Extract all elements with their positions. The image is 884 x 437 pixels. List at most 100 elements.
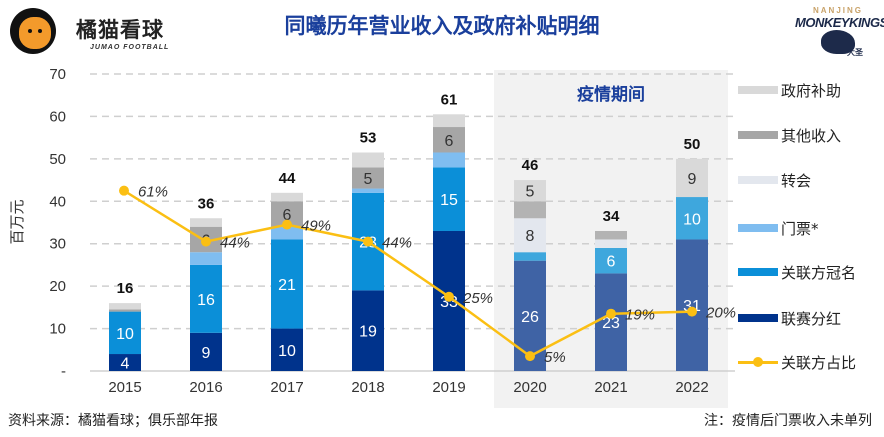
ratio-label: 19% bbox=[625, 307, 655, 324]
bar-segment-transfer bbox=[595, 239, 627, 248]
ratio-label: 5% bbox=[544, 349, 566, 366]
bar-total-label: 46 bbox=[522, 157, 539, 174]
x-tick-label: 2018 bbox=[351, 379, 384, 396]
y-tick-label: 60 bbox=[49, 108, 66, 125]
y-tick-label: 40 bbox=[49, 193, 66, 210]
bar-segment-label: 9 bbox=[202, 345, 211, 362]
legend-swatch bbox=[738, 176, 778, 184]
legend-item-gov: 政府补助 bbox=[738, 78, 841, 102]
legend-label: 其他收入 bbox=[781, 126, 842, 145]
ratio-point bbox=[444, 291, 454, 302]
y-tick-label: 10 bbox=[49, 321, 66, 338]
x-tick-label: 2017 bbox=[270, 379, 303, 396]
bar-segment-label: 6 bbox=[445, 133, 454, 150]
bar-segment-gov bbox=[676, 158, 708, 198]
bar-segment-label: 6 bbox=[607, 254, 616, 271]
bar-segment-sponsor bbox=[433, 167, 465, 231]
bar-segment-other bbox=[352, 167, 384, 189]
ratio-label: 61% bbox=[138, 184, 168, 201]
bar-segment-label: 8 bbox=[526, 228, 535, 245]
monkey-head-icon bbox=[821, 30, 855, 54]
bar-segment-gov bbox=[271, 192, 303, 202]
bar-segment-sponsor bbox=[190, 264, 222, 333]
cat-logo-icon bbox=[10, 8, 56, 54]
bar-segment-other bbox=[514, 201, 546, 219]
bar-segment-gov bbox=[109, 303, 141, 310]
ratio-point bbox=[363, 236, 373, 247]
ratio-label: 49% bbox=[301, 218, 331, 235]
y-tick-label: - bbox=[61, 363, 66, 380]
legend-label: 政府补助 bbox=[781, 81, 842, 100]
legend-label: 联赛分红 bbox=[781, 309, 842, 328]
bar-segment-transfer bbox=[514, 218, 546, 253]
bar-total-label: 44 bbox=[279, 170, 296, 187]
y-tick-label: 20 bbox=[49, 278, 66, 295]
y-axis-label: 百万元 bbox=[8, 199, 26, 244]
covid-region-label: 疫情期间 bbox=[577, 84, 645, 105]
legend-dot bbox=[753, 356, 763, 367]
bar-segment-ticket bbox=[271, 226, 303, 240]
legend-label: 关联方占比 bbox=[781, 353, 857, 372]
bar-segment-label: 10 bbox=[278, 343, 296, 360]
bar-segment-sponsor bbox=[514, 252, 546, 261]
bar-segment-ticket bbox=[190, 252, 222, 265]
bar-segment-gov bbox=[433, 114, 465, 128]
brand-logo: 橘猫看球 JUMAO FOOTBALL bbox=[8, 6, 208, 54]
ratio-point bbox=[282, 219, 292, 230]
legend-item-league: 联赛分红 bbox=[738, 306, 841, 330]
bar-segment-sponsor bbox=[595, 247, 627, 274]
bar-segment-label: 4 bbox=[121, 356, 130, 373]
club-logo-name: MONKEYKINGS bbox=[795, 15, 884, 30]
bar-segment-league bbox=[190, 332, 222, 371]
bar-segment-label: 16 bbox=[197, 292, 215, 309]
legend-label: 门票* bbox=[781, 219, 819, 238]
bar-segment-label: 5 bbox=[526, 184, 535, 201]
legend-item-sponsor: 关联方冠名 bbox=[738, 260, 856, 284]
bar-segment-league bbox=[352, 290, 384, 371]
bar-segment-label: 10 bbox=[683, 211, 701, 228]
bar-segment-gov bbox=[190, 218, 222, 227]
source-note: 资料来源：橘猫看球；俱乐部年报 bbox=[8, 413, 218, 429]
chart-title: 同曦历年营业收入及政府补贴明细 bbox=[284, 14, 600, 38]
ratio-point bbox=[687, 306, 697, 317]
legend-swatch bbox=[738, 314, 778, 322]
bar-total-label: 34 bbox=[603, 208, 620, 225]
brand-name: 橘猫看球 bbox=[76, 18, 164, 42]
ratio-point bbox=[201, 236, 211, 247]
y-tick-label: 70 bbox=[49, 66, 66, 83]
legend-swatch bbox=[738, 131, 778, 139]
bar-segment-other bbox=[433, 127, 465, 153]
x-tick-label: 2019 bbox=[432, 379, 465, 396]
club-logo: NANJING MONKEYKINGS 大圣 bbox=[795, 6, 884, 61]
y-tick-label: 30 bbox=[49, 236, 66, 253]
bar-segment-label: 19 bbox=[359, 324, 377, 341]
bar-segment-label: 15 bbox=[440, 192, 458, 209]
bar-segment-league bbox=[271, 328, 303, 371]
bar-segment-label: 21 bbox=[278, 277, 296, 294]
bar-segment-sponsor bbox=[676, 197, 708, 240]
bar-total-label: 16 bbox=[117, 280, 134, 297]
bar-segment-ticket bbox=[433, 152, 465, 168]
bar-segment-gov bbox=[352, 152, 384, 168]
bar-segment-other bbox=[595, 230, 627, 240]
bar-segment-label: 6 bbox=[283, 207, 292, 224]
legend-line-marker bbox=[738, 356, 778, 367]
footnote: 注：疫情后门票收入未单列 bbox=[704, 413, 872, 429]
ratio-point bbox=[606, 308, 616, 319]
bar-segment-sponsor bbox=[271, 239, 303, 329]
bar-segment-sponsor bbox=[109, 311, 141, 355]
legend-item-ratio: 关联方占比 bbox=[738, 350, 856, 374]
bar-segment-label: 23 bbox=[602, 315, 620, 332]
bar-segment-label: 26 bbox=[521, 309, 539, 326]
ratio-point bbox=[119, 185, 129, 196]
x-tick-label: 2015 bbox=[108, 379, 141, 396]
x-tick-label: 2020 bbox=[513, 379, 546, 396]
x-tick-label: 2022 bbox=[675, 379, 708, 396]
x-tick-label: 2016 bbox=[189, 379, 222, 396]
legend-item-transfer: 转会 bbox=[738, 168, 811, 192]
bar-segment-label: 10 bbox=[116, 326, 134, 343]
ratio-label: 20% bbox=[705, 305, 736, 322]
bar-segment-ticket bbox=[352, 188, 384, 193]
ratio-line bbox=[123, 189, 693, 358]
legend-swatch bbox=[738, 86, 778, 94]
